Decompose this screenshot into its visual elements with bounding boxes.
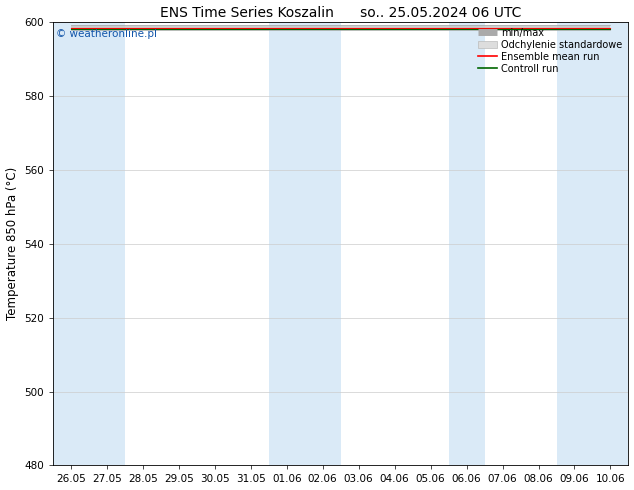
Text: © weatheronline.pl: © weatheronline.pl bbox=[56, 29, 157, 39]
Title: ENS Time Series Koszalin      so.. 25.05.2024 06 UTC: ENS Time Series Koszalin so.. 25.05.2024… bbox=[160, 5, 521, 20]
Y-axis label: Temperature 850 hPa (°C): Temperature 850 hPa (°C) bbox=[6, 167, 18, 320]
Bar bbox=[89, 22, 125, 465]
Bar bbox=[592, 22, 628, 465]
Bar bbox=[269, 22, 305, 465]
Bar bbox=[53, 22, 89, 465]
Bar bbox=[449, 22, 484, 465]
Bar bbox=[305, 22, 340, 465]
Bar bbox=[557, 22, 592, 465]
Legend: min/max, Odchylenie standardowe, Ensemble mean run, Controll run: min/max, Odchylenie standardowe, Ensembl… bbox=[475, 25, 626, 77]
